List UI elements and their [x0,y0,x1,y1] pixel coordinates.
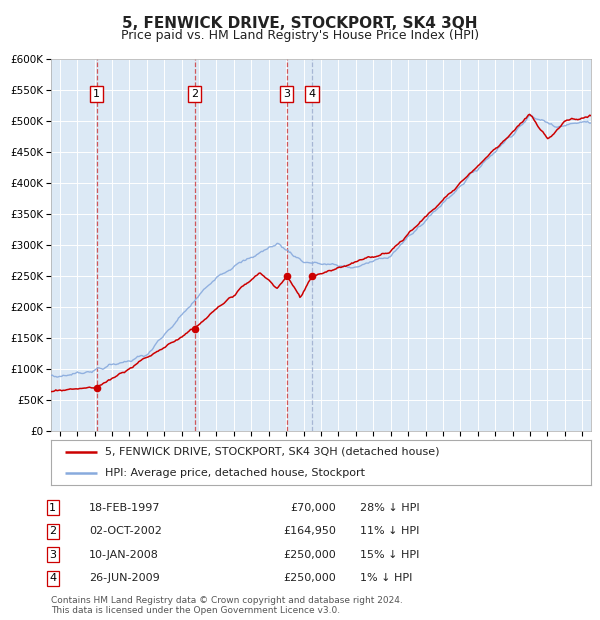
Text: 3: 3 [49,550,56,560]
Text: 5, FENWICK DRIVE, STOCKPORT, SK4 3QH (detached house): 5, FENWICK DRIVE, STOCKPORT, SK4 3QH (de… [105,447,439,457]
Text: £70,000: £70,000 [290,503,336,513]
Text: 26-JUN-2009: 26-JUN-2009 [89,574,160,583]
Text: 15% ↓ HPI: 15% ↓ HPI [360,550,419,560]
Text: 2: 2 [49,526,56,536]
Text: 10-JAN-2008: 10-JAN-2008 [89,550,158,560]
Text: 5, FENWICK DRIVE, STOCKPORT, SK4 3QH: 5, FENWICK DRIVE, STOCKPORT, SK4 3QH [122,16,478,30]
Text: 1: 1 [93,89,100,99]
Text: 2: 2 [191,89,198,99]
Text: £164,950: £164,950 [283,526,336,536]
Text: 28% ↓ HPI: 28% ↓ HPI [360,503,419,513]
Text: 11% ↓ HPI: 11% ↓ HPI [360,526,419,536]
Text: 4: 4 [49,574,56,583]
Text: 02-OCT-2002: 02-OCT-2002 [89,526,161,536]
Text: 18-FEB-1997: 18-FEB-1997 [89,503,160,513]
Text: £250,000: £250,000 [283,574,336,583]
Text: 1: 1 [49,503,56,513]
Text: 3: 3 [283,89,290,99]
Text: 4: 4 [308,89,316,99]
Text: 1% ↓ HPI: 1% ↓ HPI [360,574,412,583]
Text: £250,000: £250,000 [283,550,336,560]
Text: HPI: Average price, detached house, Stockport: HPI: Average price, detached house, Stoc… [105,468,365,478]
Text: Price paid vs. HM Land Registry's House Price Index (HPI): Price paid vs. HM Land Registry's House … [121,29,479,42]
Text: Contains HM Land Registry data © Crown copyright and database right 2024.
This d: Contains HM Land Registry data © Crown c… [51,596,403,615]
